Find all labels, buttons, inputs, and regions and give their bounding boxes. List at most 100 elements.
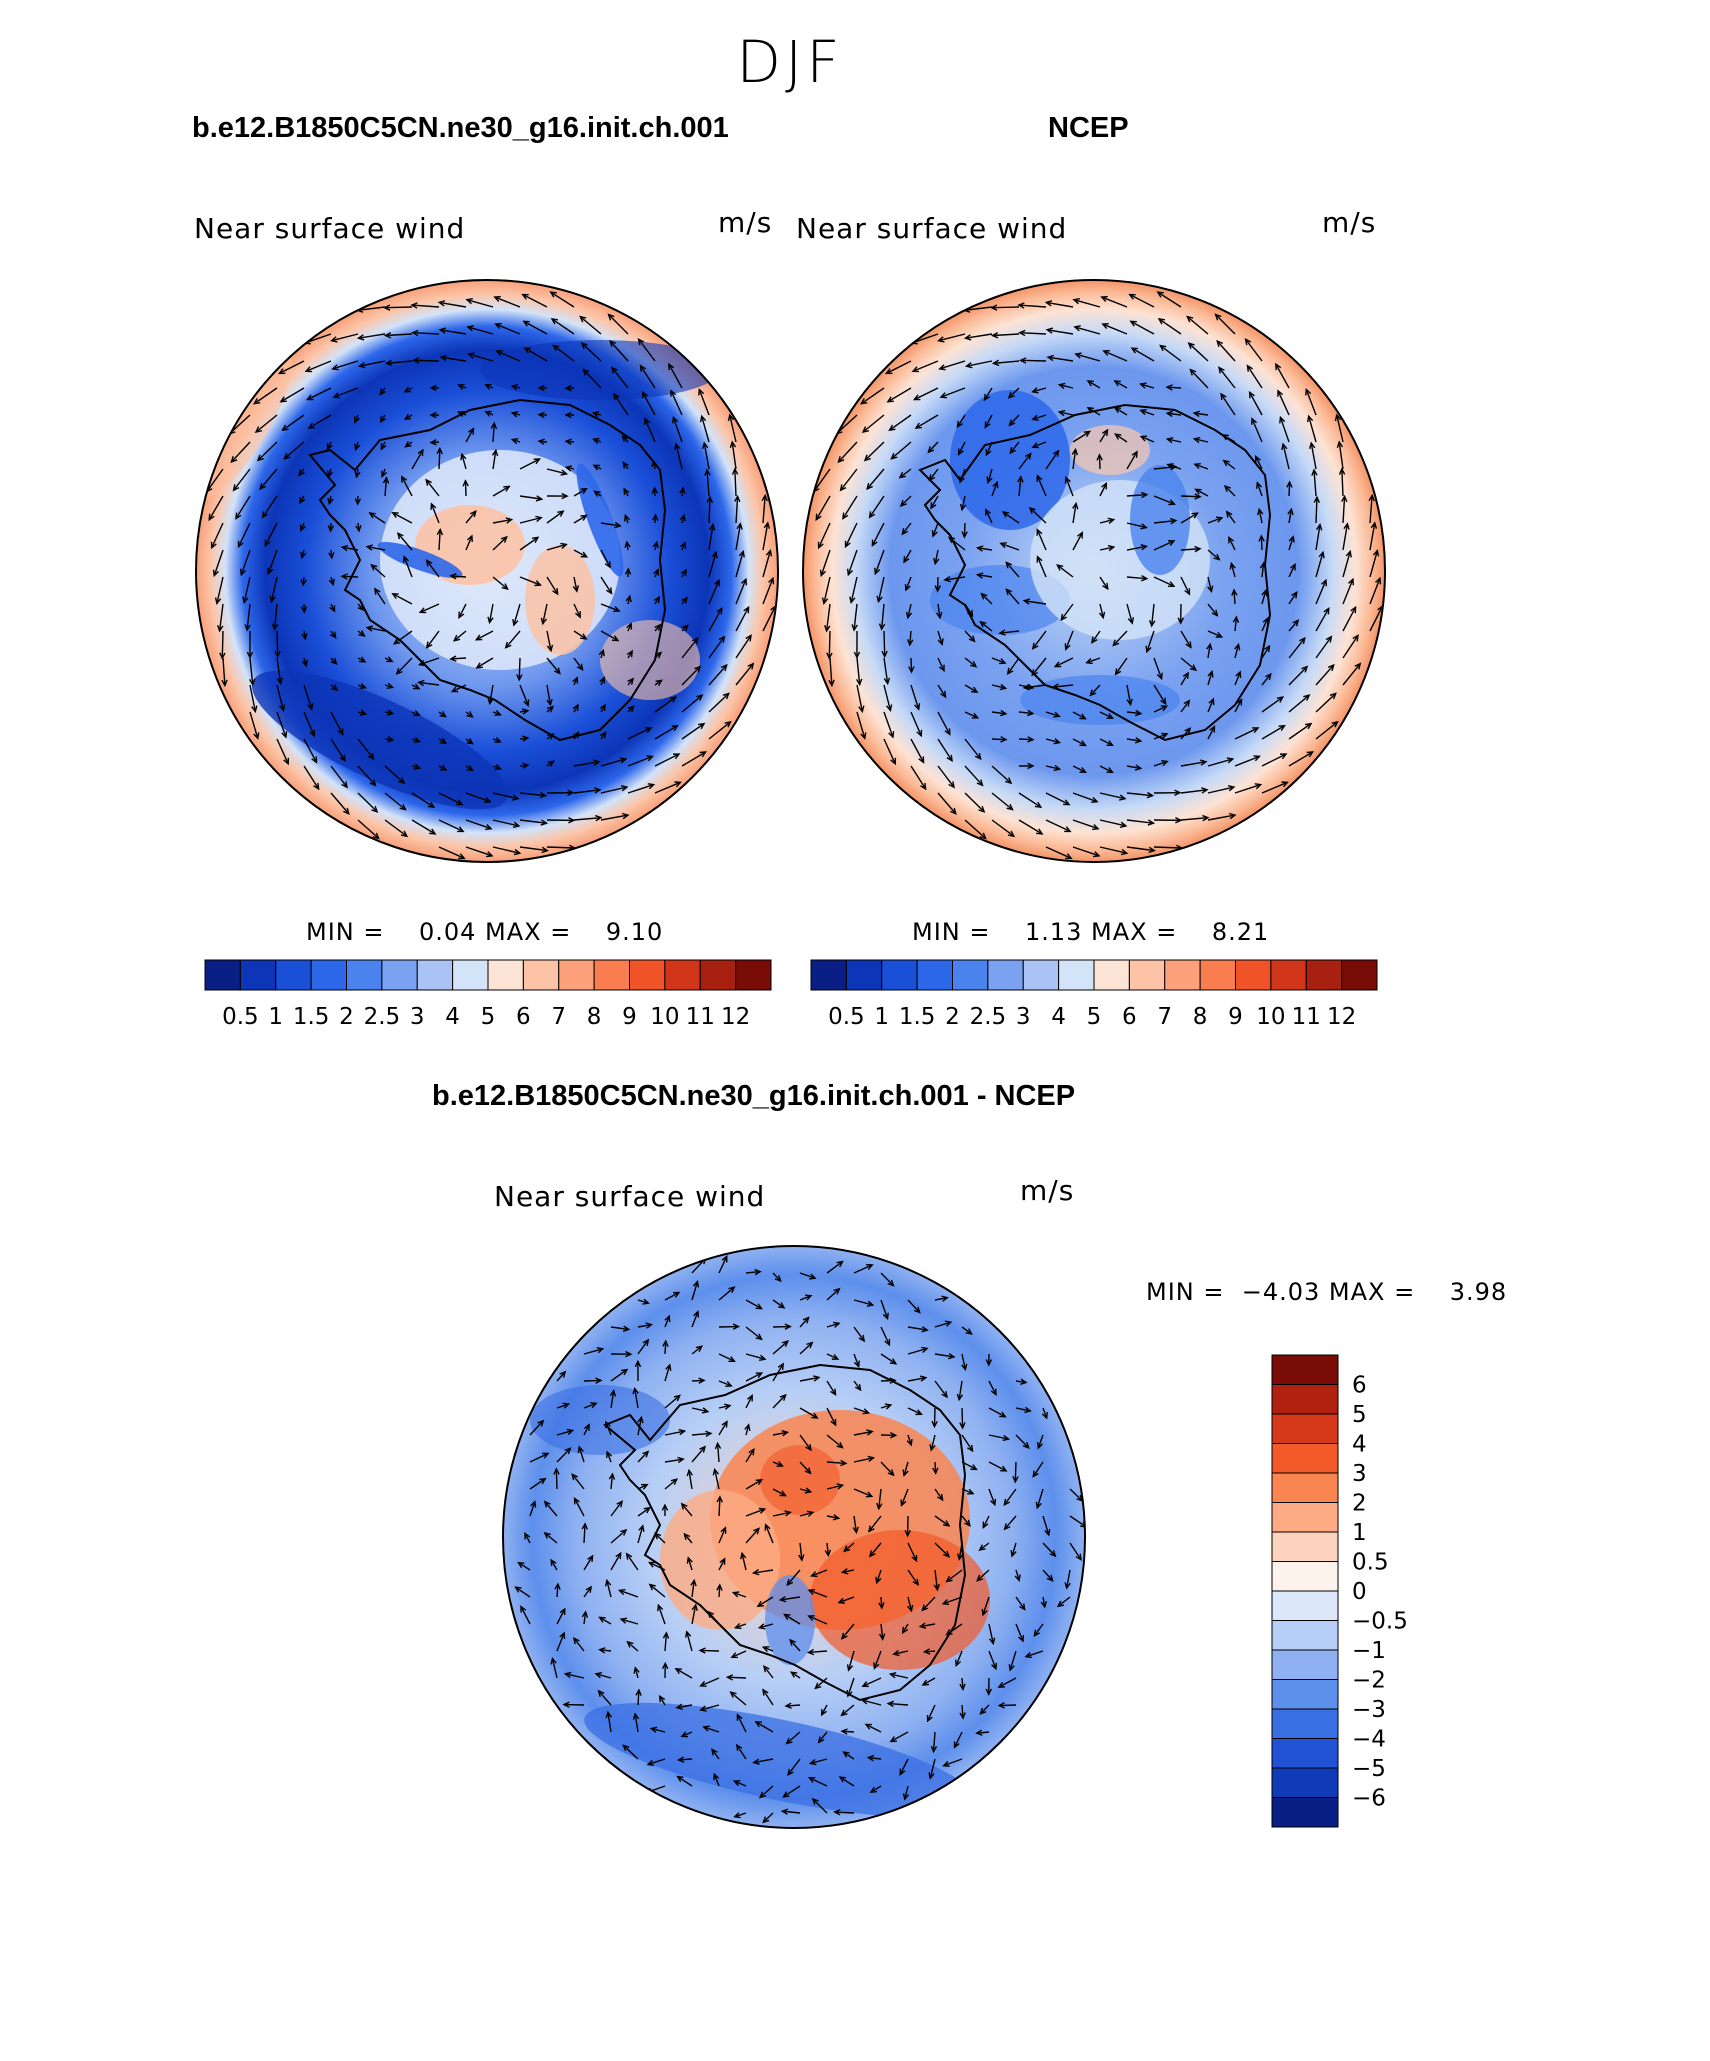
- wind-vector: [610, 1500, 623, 1517]
- wind-vector-head: [999, 658, 1007, 665]
- wind-vector-head: [1193, 462, 1201, 470]
- wind-vector-head: [755, 1303, 763, 1310]
- wind-vector-head: [1304, 722, 1313, 730]
- wind-vector-head: [1139, 435, 1148, 442]
- wind-vector-head: [564, 438, 572, 445]
- wind-vector-head: [846, 1689, 853, 1698]
- wind-vector-head: [633, 1666, 640, 1674]
- wind-vector-head: [798, 1554, 805, 1562]
- wind-vector-head: [535, 495, 544, 502]
- wind-vector: [465, 846, 493, 857]
- wind-vector-head: [946, 754, 953, 763]
- wind-vector: [1207, 786, 1235, 794]
- wind-vector: [930, 1434, 936, 1451]
- panel1-colorbar-swatch: [310, 959, 347, 991]
- wind-vector: [649, 1561, 666, 1571]
- wind-vector: [734, 1780, 747, 1787]
- panel1-colorbar-swatch: [346, 959, 383, 991]
- wind-vector-head: [776, 1460, 785, 1467]
- wind-vector: [889, 414, 912, 431]
- wind-vector-head: [494, 736, 502, 744]
- wind-vector-head: [639, 364, 646, 372]
- wind-vector: [910, 738, 925, 763]
- wind-vector-head: [761, 1646, 770, 1653]
- wind-vector-head: [654, 1532, 662, 1540]
- wind-vector-head: [914, 703, 921, 711]
- wind-vector-head: [672, 1291, 681, 1298]
- wind-vector-head: [1005, 561, 1013, 569]
- wind-vector-head: [572, 731, 580, 739]
- wind-vector: [620, 1618, 639, 1625]
- wind-vector-head: [821, 597, 829, 605]
- wind-vector-head: [1127, 617, 1135, 625]
- wind-vector: [1015, 1623, 1024, 1642]
- wind-vector: [282, 414, 305, 431]
- wind-vector-head: [711, 1748, 718, 1756]
- wind-vector-head: [339, 754, 346, 763]
- wind-vector: [529, 1501, 536, 1517]
- wind-vector: [929, 468, 939, 481]
- wind-vector: [700, 1704, 720, 1711]
- wind-vector: [691, 1432, 712, 1436]
- wind-vector-head: [704, 468, 711, 476]
- wind-vector-head: [327, 497, 334, 506]
- wind-vector: [240, 549, 251, 575]
- wind-vector: [419, 603, 440, 613]
- wind-vector: [964, 684, 978, 693]
- wind-vector: [869, 495, 885, 518]
- wind-vector: [988, 1623, 994, 1644]
- wind-vector: [784, 1613, 801, 1625]
- panel3-colorbar-swatch: [1271, 1708, 1339, 1739]
- wind-vector-head: [918, 1622, 927, 1629]
- wind-vector: [1207, 726, 1216, 740]
- wind-vector: [374, 588, 386, 605]
- wind-vector: [1103, 350, 1128, 362]
- wind-vector: [900, 495, 912, 507]
- wind-vector: [964, 630, 976, 642]
- wind-vector: [583, 1555, 594, 1571]
- panel1-colorbar-swatch: [593, 959, 630, 991]
- wind-vector-head: [763, 1664, 770, 1673]
- wind-vector-head: [1008, 1664, 1015, 1672]
- wind-vector: [1126, 738, 1141, 742]
- wind-vector: [1018, 711, 1033, 715]
- wind-vector-head: [439, 764, 448, 771]
- wind-vector-head: [811, 1797, 819, 1805]
- wind-vector-head: [938, 364, 946, 371]
- wind-vector: [392, 593, 413, 605]
- wind-vector-head: [439, 711, 447, 718]
- wind-vector-head: [967, 609, 974, 618]
- wind-vector-head: [413, 683, 421, 690]
- wind-vector-head: [657, 1603, 664, 1612]
- wind-vector-head: [830, 1418, 837, 1427]
- wind-vector-head: [647, 783, 656, 790]
- wind-vector-head: [1320, 578, 1327, 587]
- wind-vector-head: [725, 1380, 733, 1388]
- wind-vector-head: [1257, 507, 1264, 516]
- wind-vector-head: [1007, 391, 1015, 399]
- wind-vector: [988, 1650, 997, 1670]
- wind-vector-head: [581, 1522, 588, 1530]
- wind-vector-head: [637, 1415, 644, 1424]
- wind-vector: [465, 428, 475, 443]
- wind-vector-head: [554, 667, 561, 675]
- wind-vector: [606, 1451, 612, 1463]
- wind-vector: [1072, 738, 1086, 747]
- wind-vector-head: [1236, 698, 1243, 706]
- wind-vector-head: [429, 438, 437, 446]
- wind-vector-head: [669, 696, 678, 703]
- wind-vector-head: [533, 458, 541, 465]
- wind-vector: [932, 1731, 936, 1752]
- wind-vector-head: [326, 443, 333, 451]
- wind-vector: [396, 657, 413, 675]
- wind-vector-head: [627, 705, 635, 713]
- wind-vector: [546, 684, 552, 705]
- wind-vector: [1261, 563, 1265, 578]
- wind-vector-head: [747, 662, 755, 670]
- wind-vector-head: [593, 759, 601, 766]
- wind-vector-head: [1227, 785, 1236, 792]
- wind-vector-head: [512, 619, 519, 627]
- wind-vector-head: [637, 337, 645, 346]
- wind-vector-head: [867, 1525, 875, 1533]
- wind-vector-head: [437, 300, 446, 307]
